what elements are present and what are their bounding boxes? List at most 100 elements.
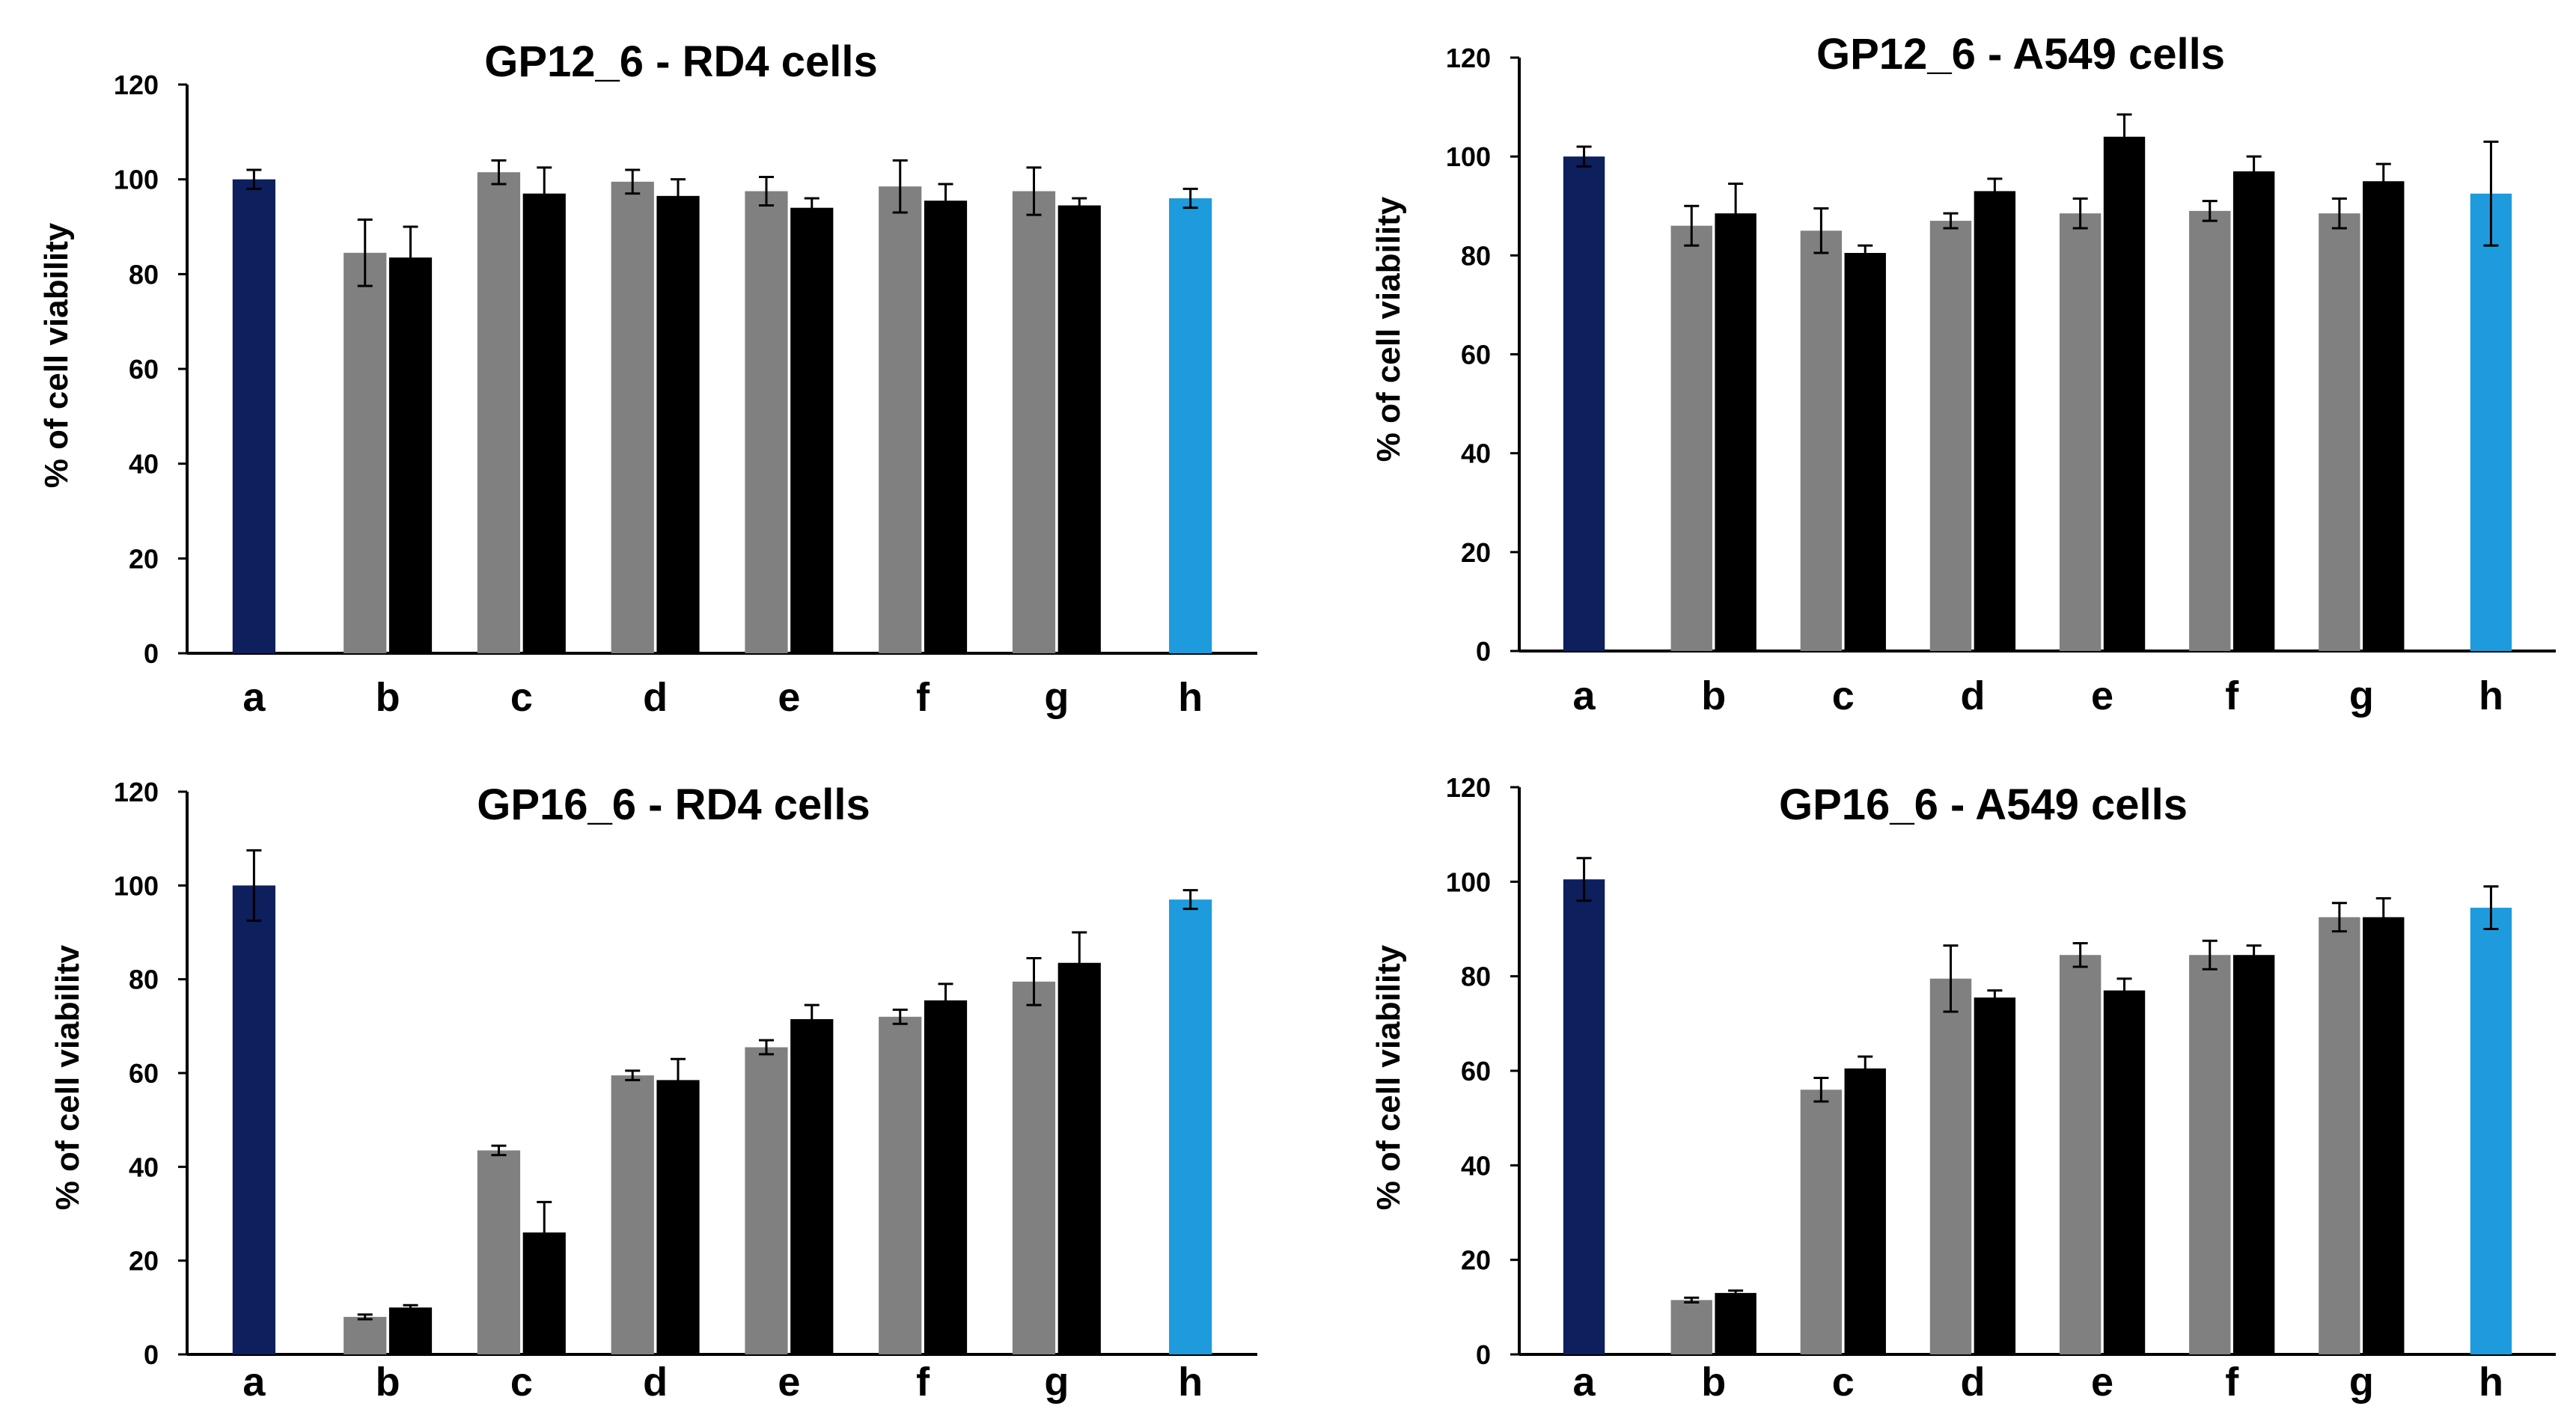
bar-e-black xyxy=(790,1018,834,1354)
x-tick-label: d xyxy=(1960,1360,1985,1405)
y-tick-label: 60 xyxy=(1461,340,1491,370)
chart-panel-4: GP16_6 - A549 cells % of cell viability 0 2… xyxy=(1370,772,2556,1405)
bar-d-gray xyxy=(611,1075,654,1354)
bar-d-gray xyxy=(611,181,654,654)
bar-f-gray xyxy=(2189,955,2231,1354)
bar-g-gray xyxy=(2319,917,2360,1354)
x-tick-label: e xyxy=(2091,673,2113,718)
bar-h-reference xyxy=(1169,198,1212,653)
y-tick-label: 0 xyxy=(1476,1339,1491,1370)
bar-c-gray xyxy=(1800,230,1843,652)
bar-a-control xyxy=(1563,879,1605,1354)
bar-e-black xyxy=(2103,136,2146,651)
y-tick-label: 80 xyxy=(129,259,159,290)
bar-c-gray xyxy=(477,172,521,653)
bar-b-gray xyxy=(344,252,387,653)
bar-f-black xyxy=(2232,955,2275,1354)
chart-panel-3: GP16_6 - RD4 cells % of cell viabilitv 0 20… xyxy=(49,777,1257,1405)
x-tick-label: h xyxy=(2479,673,2503,718)
bar-d-gray xyxy=(1929,978,1972,1354)
chart-title: GP16_6 - A549 cells xyxy=(1779,780,2188,829)
bar-f-black xyxy=(2232,171,2275,651)
bar-d-black xyxy=(656,1080,700,1354)
bar-c-black xyxy=(1844,253,1886,651)
bar-c-gray xyxy=(477,1150,521,1354)
bar-e-gray xyxy=(2059,213,2102,652)
y-tick-label: 120 xyxy=(114,777,159,807)
y-tick-label: 120 xyxy=(1446,772,1491,803)
y-tick-label: 0 xyxy=(1476,636,1491,667)
y-axis-label: % of cell viability xyxy=(1370,944,1407,1210)
bar-g-gray xyxy=(2319,213,2360,652)
bar-h-reference xyxy=(2470,908,2512,1354)
y-tick-label: 0 xyxy=(144,638,159,669)
y-tick-label: 20 xyxy=(129,1246,159,1277)
y-tick-label: 80 xyxy=(129,965,159,995)
bar-g-black xyxy=(2363,917,2405,1354)
y-tick-label: 40 xyxy=(1461,438,1491,469)
x-tick-label: a xyxy=(242,1360,266,1405)
x-tick-label: e xyxy=(2091,1360,2113,1405)
bar-e-gray xyxy=(745,1047,788,1354)
y-tick-label: 60 xyxy=(129,354,159,385)
bar-a-control xyxy=(232,885,275,1354)
x-tick-label: c xyxy=(510,1360,533,1405)
bar-g-black xyxy=(1057,962,1101,1354)
bar-d-gray xyxy=(1929,221,1972,651)
chart-title: GP12_6 - RD4 cells xyxy=(484,37,878,86)
y-tick-label: 100 xyxy=(1446,867,1491,897)
x-tick-label: b xyxy=(1701,673,1726,718)
bar-g-gray xyxy=(1012,191,1056,653)
y-tick-label: 80 xyxy=(1461,240,1491,271)
x-tick-label: b xyxy=(376,675,400,720)
bar-e-gray xyxy=(745,191,788,653)
y-axis-label: % of cell viability xyxy=(38,222,75,488)
y-tick-label: 100 xyxy=(1446,141,1491,172)
y-tick-label: 20 xyxy=(1461,537,1491,568)
x-tick-label: d xyxy=(1960,673,1985,718)
bar-b-gray xyxy=(344,1316,387,1354)
y-tick-label: 80 xyxy=(1461,962,1491,992)
bar-e-black xyxy=(790,207,834,654)
x-tick-label: h xyxy=(2479,1360,2503,1405)
chart-panel-1: GP12_6 - RD4 cells % of cell viability 0 20… xyxy=(38,37,1257,720)
x-tick-label: g xyxy=(2349,1360,2374,1405)
x-tick-label: d xyxy=(643,1360,668,1405)
y-tick-label: 40 xyxy=(1461,1150,1491,1181)
bar-d-black xyxy=(1974,997,2016,1354)
bar-b-black xyxy=(1715,1292,1756,1354)
bar-f-black xyxy=(924,201,968,654)
x-tick-label: g xyxy=(1044,1360,1069,1405)
x-tick-label: g xyxy=(1044,675,1069,720)
y-tick-label: 20 xyxy=(1461,1245,1491,1276)
x-tick-label: b xyxy=(1701,1360,1726,1405)
bar-b-black xyxy=(1715,213,1756,652)
bar-b-gray xyxy=(1670,225,1712,651)
y-axis-label: % of cell viability xyxy=(1370,196,1407,462)
bar-e-black xyxy=(2103,990,2146,1354)
chart-title: GP16_6 - RD4 cells xyxy=(477,780,870,829)
x-tick-label: c xyxy=(1832,1360,1855,1405)
x-tick-label: e xyxy=(778,1360,800,1405)
bar-g-black xyxy=(2363,181,2405,652)
y-tick-label: 40 xyxy=(129,1152,159,1182)
bar-f-gray xyxy=(2189,210,2231,651)
bar-g-gray xyxy=(1012,981,1056,1354)
bar-d-black xyxy=(656,195,700,653)
chart-panel-2: GP12_6 - A549 cells % of cell viability 0 2… xyxy=(1370,30,2556,718)
x-tick-label: h xyxy=(1178,1360,1203,1405)
bar-c-gray xyxy=(1800,1090,1843,1354)
x-tick-label: f xyxy=(916,675,930,720)
bar-f-black xyxy=(924,1000,968,1354)
y-tick-label: 100 xyxy=(114,870,159,901)
y-tick-label: 120 xyxy=(114,70,159,100)
y-axis-label: % of cell viabilitv xyxy=(49,944,86,1210)
x-tick-label: a xyxy=(1573,1360,1596,1405)
y-tick-label: 60 xyxy=(129,1058,159,1089)
y-tick-label: 20 xyxy=(129,543,159,574)
x-tick-label: a xyxy=(1573,673,1596,718)
y-tick-label: 40 xyxy=(129,449,159,480)
bar-g-black xyxy=(1057,205,1101,653)
bar-f-gray xyxy=(879,1016,922,1354)
x-tick-label: h xyxy=(1178,675,1203,720)
